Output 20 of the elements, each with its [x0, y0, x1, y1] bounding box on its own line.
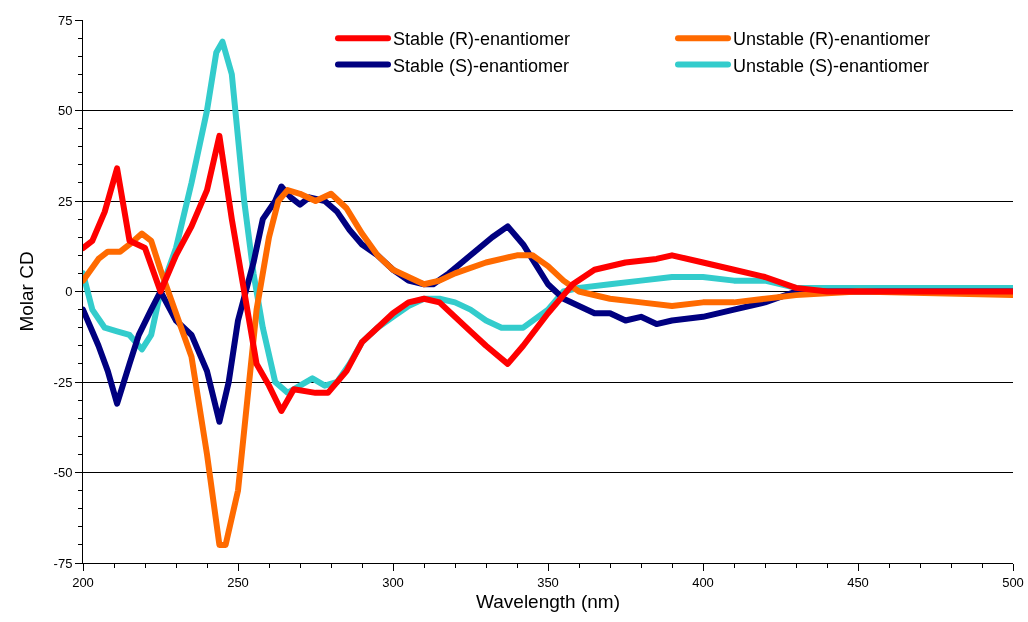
x-tick-label: 250 [227, 574, 249, 590]
y-tick-label: -75 [53, 555, 73, 571]
x-tick-label: 350 [537, 574, 559, 590]
y-tick-label: -25 [53, 374, 73, 390]
x-axis-title: Wavelength (nm) [476, 591, 620, 613]
legend-label: Unstable (S)-enantiomer [733, 55, 930, 76]
y-tick-label: 50 [57, 103, 73, 119]
y-tick-label: 25 [57, 193, 73, 209]
legend-label: Stable (S)-enantiomer [393, 55, 570, 76]
legend-label: Stable (R)-enantiomer [393, 29, 571, 50]
x-tick-label: 500 [1002, 574, 1024, 590]
y-tick-label: 0 [65, 284, 73, 300]
legend-label: Unstable (R)-enantiomer [733, 29, 931, 50]
x-tick-label: 400 [692, 574, 714, 590]
x-tick-label: 200 [72, 574, 94, 590]
y-axis-title: Molar CD [16, 251, 38, 332]
y-tick-label: 75 [57, 12, 73, 28]
y-tick-label: -50 [53, 465, 73, 481]
x-tick-label: 450 [847, 574, 869, 590]
x-tick-label: 300 [382, 574, 404, 590]
